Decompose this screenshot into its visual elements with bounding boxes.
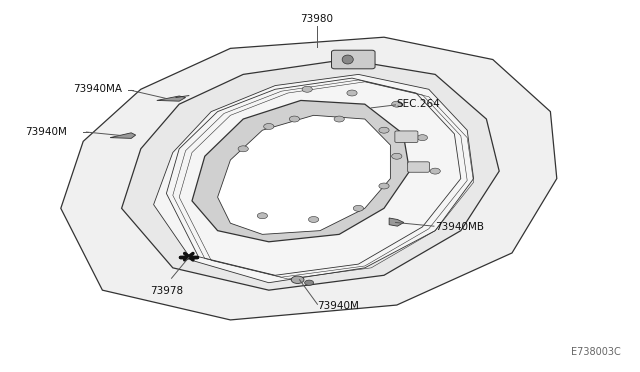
Text: E738003C: E738003C <box>571 347 621 357</box>
Polygon shape <box>61 37 557 320</box>
Circle shape <box>238 146 248 152</box>
FancyBboxPatch shape <box>395 131 418 142</box>
Circle shape <box>289 116 300 122</box>
Polygon shape <box>218 115 390 234</box>
Circle shape <box>308 217 319 222</box>
Circle shape <box>430 168 440 174</box>
Polygon shape <box>122 60 499 290</box>
Text: 73940M: 73940M <box>26 127 67 137</box>
Polygon shape <box>157 96 186 101</box>
Circle shape <box>334 116 344 122</box>
Circle shape <box>291 276 304 283</box>
Text: 73978: 73978 <box>150 286 184 296</box>
Circle shape <box>417 135 428 141</box>
Text: SEC.264: SEC.264 <box>397 99 440 109</box>
Ellipse shape <box>342 55 353 64</box>
Text: 73980: 73980 <box>300 14 333 24</box>
Polygon shape <box>389 218 404 226</box>
Circle shape <box>257 213 268 219</box>
Circle shape <box>379 183 389 189</box>
Polygon shape <box>110 133 136 138</box>
Circle shape <box>347 90 357 96</box>
Circle shape <box>392 153 402 159</box>
Text: 73940MA: 73940MA <box>74 84 123 94</box>
Circle shape <box>264 124 274 129</box>
FancyBboxPatch shape <box>408 162 429 172</box>
Circle shape <box>392 101 402 107</box>
Circle shape <box>302 86 312 92</box>
Circle shape <box>305 280 314 285</box>
Text: 73940MB: 73940MB <box>435 222 484 232</box>
FancyBboxPatch shape <box>332 50 375 69</box>
Polygon shape <box>154 74 474 283</box>
Circle shape <box>353 205 364 211</box>
Circle shape <box>379 127 389 133</box>
Text: 73940M: 73940M <box>317 301 358 311</box>
Polygon shape <box>192 100 410 242</box>
